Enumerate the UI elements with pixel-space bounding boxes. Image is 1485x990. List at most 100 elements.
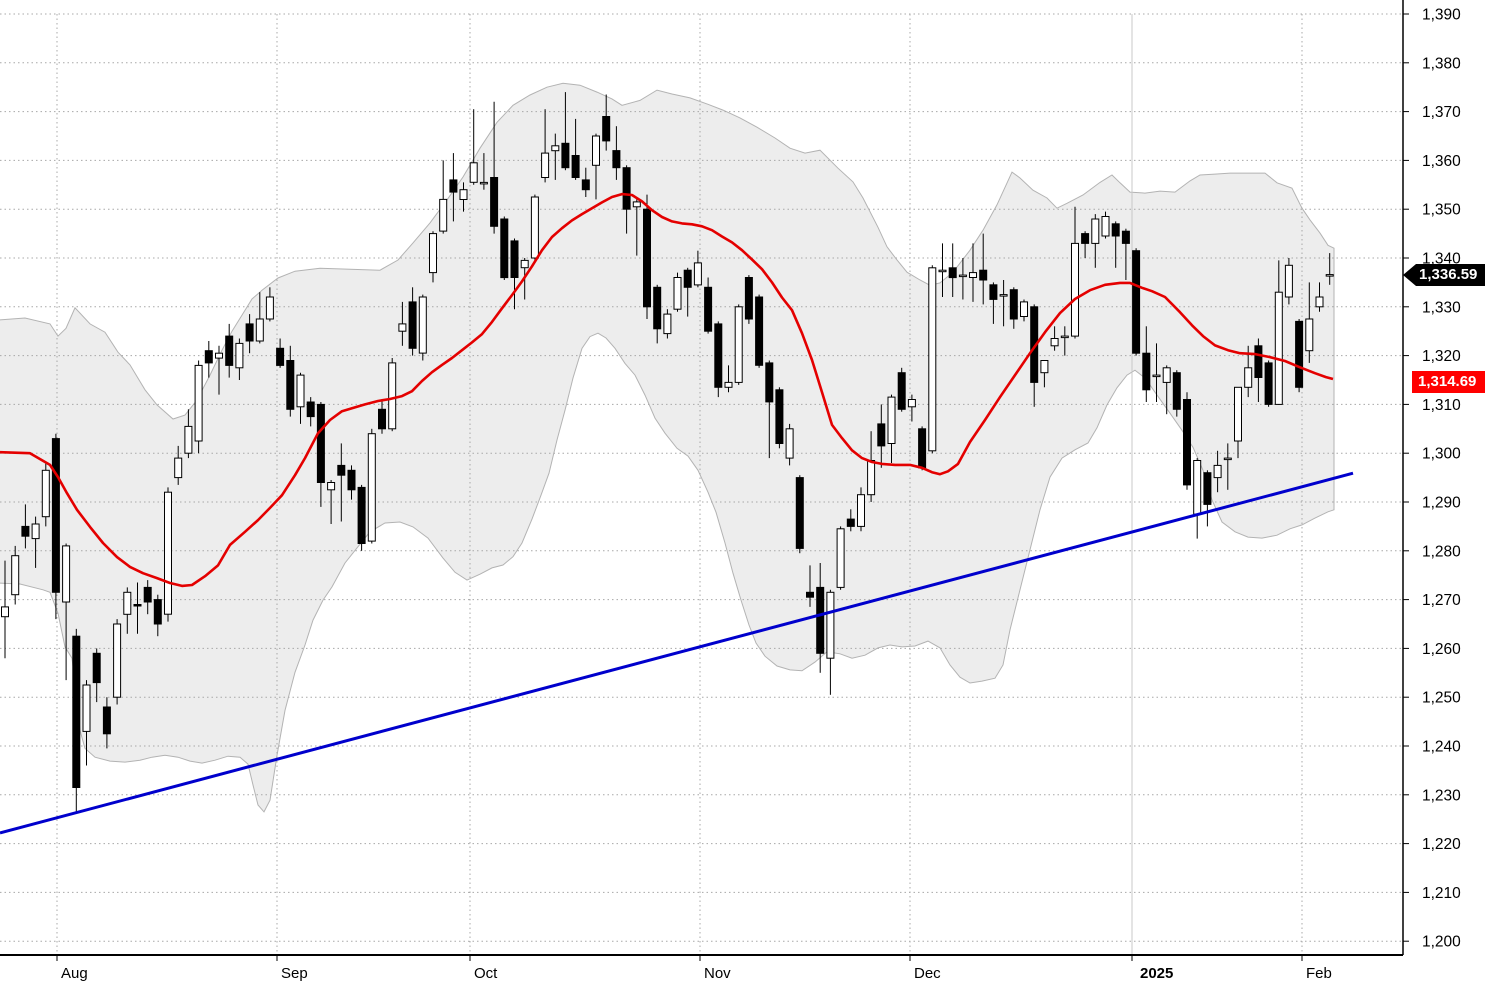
candle-up (82, 684, 91, 732)
candle-down (1203, 472, 1212, 505)
candle-up (1325, 274, 1334, 277)
candle-down (1172, 372, 1181, 410)
last-price-tag: 1,336.59 (1403, 264, 1485, 286)
x-axis-label: 2025 (1140, 965, 1173, 982)
candle-up (164, 491, 172, 615)
candle-up (41, 469, 50, 518)
candle-up (1, 606, 9, 618)
candle-down (806, 591, 814, 598)
candle-down (1295, 320, 1304, 388)
candle-down (816, 586, 825, 654)
y-axis-label: 1,300 (1422, 446, 1461, 463)
candle-up (1162, 367, 1171, 383)
candle-up (530, 196, 539, 259)
candle-up (1071, 242, 1079, 337)
y-axis-label: 1,200 (1422, 934, 1461, 951)
candle-down (653, 286, 662, 330)
y-axis-label: 1,370 (1422, 104, 1461, 121)
candle-down (337, 464, 346, 476)
candle-down (1183, 399, 1191, 486)
candle-down (92, 652, 101, 684)
candle-up (724, 381, 733, 388)
candle-down (72, 635, 81, 789)
candle-up (1060, 335, 1069, 339)
candle-up (1101, 216, 1110, 237)
y-axis-label: 1,320 (1422, 348, 1461, 365)
candle-down (21, 525, 30, 537)
candle-down (643, 208, 651, 308)
y-axis-label: 1,350 (1422, 202, 1461, 219)
candle-down (204, 350, 213, 364)
candle-down (765, 362, 774, 403)
candle-up (174, 457, 183, 479)
candle-up (867, 460, 876, 496)
candle-down (286, 360, 295, 410)
ma-price-tag: 1,314.69 (1412, 371, 1485, 393)
y-axis-label: 1,310 (1422, 397, 1461, 414)
x-axis-label: Feb (1306, 965, 1332, 982)
candle-down (612, 150, 621, 169)
candle-up (785, 428, 794, 459)
candle-down (602, 116, 611, 142)
bollinger-band (0, 82, 1335, 813)
candle-down (775, 389, 784, 444)
y-axis-label: 1,280 (1422, 543, 1461, 560)
candle-up (958, 274, 967, 278)
candle-up (1040, 360, 1049, 374)
candle-up (1305, 318, 1314, 352)
candle-down (357, 486, 366, 544)
candle-up (215, 352, 223, 359)
candle-up (1284, 264, 1293, 298)
y-axis-label: 1,290 (1422, 495, 1461, 512)
y-axis-label: 1,360 (1422, 153, 1461, 170)
candle-down (245, 323, 254, 342)
candle-up (857, 494, 865, 527)
candle-up (265, 296, 274, 320)
candle-up (1315, 296, 1324, 308)
candle-down (948, 267, 957, 279)
candle-up (1193, 460, 1202, 515)
candle-up (826, 591, 835, 659)
y-axis-label: 1,380 (1422, 55, 1461, 72)
candle-down (102, 706, 111, 735)
candle-up (429, 233, 437, 274)
candle-up (1152, 374, 1161, 378)
y-axis-label: 1,260 (1422, 641, 1461, 658)
y-axis-label: 1,340 (1422, 251, 1461, 268)
y-axis-label: 1,230 (1422, 787, 1461, 804)
x-axis-label: Aug (61, 965, 88, 982)
candle-up (520, 259, 529, 269)
candle-down (989, 284, 998, 300)
candle-down (1121, 230, 1130, 244)
candle-up (999, 294, 1008, 297)
candle-up (255, 318, 264, 342)
candle-up (836, 528, 845, 588)
candle-down (1009, 289, 1018, 320)
candle-up (693, 262, 702, 286)
candle-up (459, 189, 468, 200)
candle-down (561, 142, 570, 169)
candle-down (378, 408, 386, 430)
candle-up (551, 145, 560, 152)
candle-down (1081, 233, 1090, 244)
y-axis-label: 1,390 (1422, 7, 1461, 24)
candle-down (225, 335, 234, 366)
x-axis-label: Nov (704, 965, 731, 982)
candle-up (938, 269, 947, 273)
candle-up (235, 342, 244, 369)
candle-down (500, 218, 509, 279)
candle-up (734, 306, 743, 383)
candle-down (153, 599, 162, 625)
candle-up (592, 135, 600, 166)
candle-down (755, 296, 764, 366)
candle-up (1020, 301, 1028, 317)
candle-down (133, 604, 142, 607)
candle-down (918, 428, 927, 469)
candle-down (1132, 250, 1141, 354)
candle-down (408, 301, 417, 349)
candle-down (1142, 352, 1151, 391)
candle-down (846, 518, 855, 527)
candle-down (704, 286, 713, 332)
